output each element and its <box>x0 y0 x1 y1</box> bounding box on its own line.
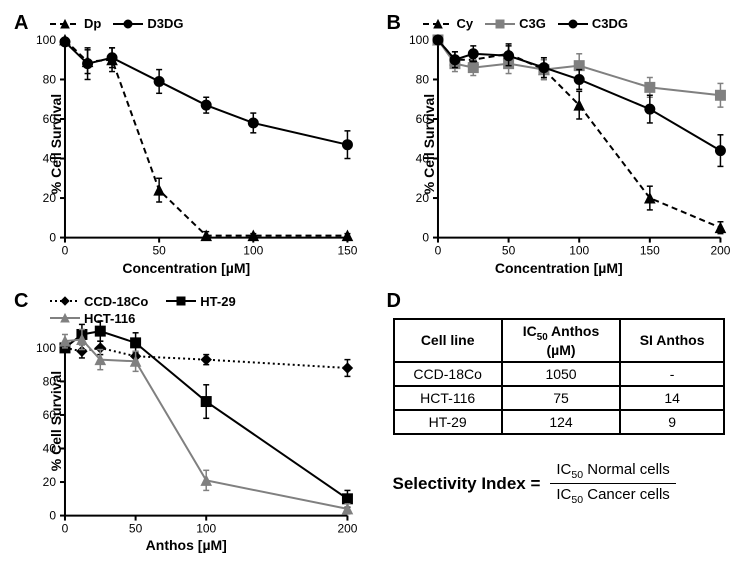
table-header: SI Anthos <box>620 319 724 363</box>
table-row: HCT-1167514 <box>394 386 725 410</box>
svg-text:0: 0 <box>49 231 56 245</box>
svg-text:100: 100 <box>569 244 589 258</box>
svg-text:100: 100 <box>196 521 216 535</box>
panel-b: B CyC3GC3DG 050100150200020406080100 % C… <box>383 10 736 278</box>
svg-text:200: 200 <box>710 244 730 258</box>
svg-text:80: 80 <box>43 72 57 86</box>
panel-b-ylabel: % Cell Survival <box>421 94 437 194</box>
table-cell: 9 <box>620 410 724 434</box>
svg-text:50: 50 <box>501 244 515 258</box>
svg-text:0: 0 <box>422 231 429 245</box>
svg-text:0: 0 <box>62 244 69 258</box>
svg-text:80: 80 <box>415 72 429 86</box>
panel-d: D Cell lineIC50 Anthos(µM)SI Anthos CCD-… <box>383 288 736 556</box>
table-cell: - <box>620 362 724 386</box>
table-cell: 14 <box>620 386 724 410</box>
table-cell: HT-29 <box>394 410 502 434</box>
svg-text:100: 100 <box>243 244 263 258</box>
panel-a: A DpD3DG 050100150020406080100 % Cell Su… <box>10 10 363 278</box>
panel-d-label: D <box>387 290 401 313</box>
ic50-table: Cell lineIC50 Anthos(µM)SI Anthos CCD-18… <box>393 318 726 436</box>
svg-text:50: 50 <box>152 244 166 258</box>
formula-lhs: Selectivity Index = <box>393 474 541 494</box>
table-cell: 1050 <box>502 362 620 386</box>
svg-text:20: 20 <box>43 475 57 489</box>
svg-text:150: 150 <box>337 244 357 258</box>
table-cell: 124 <box>502 410 620 434</box>
table-row: CCD-18Co1050- <box>394 362 725 386</box>
table-header: IC50 Anthos(µM) <box>502 319 620 363</box>
svg-text:0: 0 <box>434 244 441 258</box>
panel-a-xlabel: Concentration [µM] <box>122 260 250 276</box>
selectivity-formula: Selectivity Index = IC50 Normal cells IC… <box>393 461 726 506</box>
svg-text:150: 150 <box>639 244 659 258</box>
panel-c: C CCD-18CoHT-29HCT-116 05010020002040608… <box>10 288 363 556</box>
svg-text:100: 100 <box>409 33 429 47</box>
table-row: HT-291249 <box>394 410 725 434</box>
svg-text:100: 100 <box>36 33 56 47</box>
svg-text:200: 200 <box>337 521 357 535</box>
table-cell: HCT-116 <box>394 386 502 410</box>
svg-text:100: 100 <box>36 340 56 354</box>
svg-text:0: 0 <box>49 508 56 522</box>
table-header: Cell line <box>394 319 502 363</box>
svg-text:0: 0 <box>62 521 69 535</box>
table-cell: CCD-18Co <box>394 362 502 386</box>
formula-numerator: IC50 Normal cells <box>550 461 675 483</box>
panel-c-xlabel: Anthos [µM] <box>146 537 227 553</box>
formula-denominator: IC50 Cancer cells <box>550 483 675 506</box>
panel-b-xlabel: Concentration [µM] <box>495 260 623 276</box>
panel-a-ylabel: % Cell Survival <box>48 94 64 194</box>
svg-text:50: 50 <box>129 521 143 535</box>
table-cell: 75 <box>502 386 620 410</box>
panel-c-ylabel: % Cell Survival <box>48 371 64 471</box>
